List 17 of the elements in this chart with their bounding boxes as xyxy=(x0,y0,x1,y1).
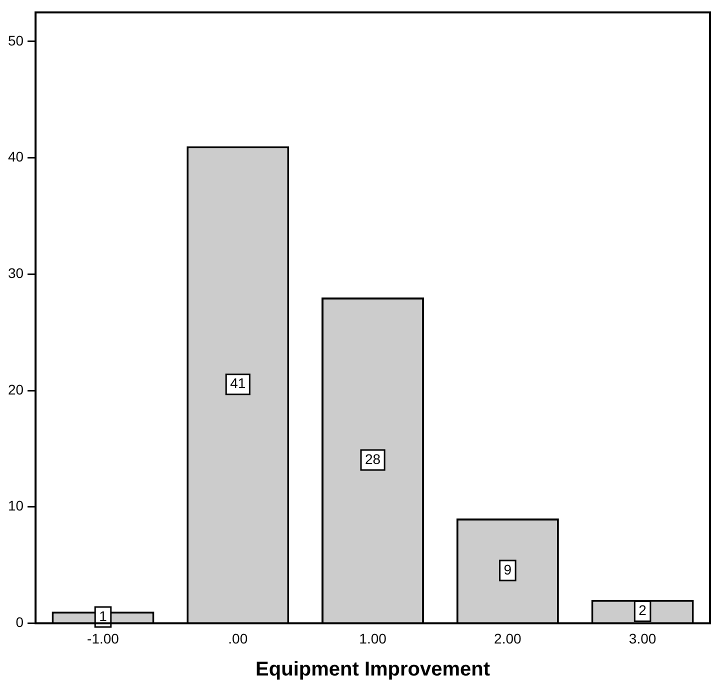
data-label: 1 xyxy=(99,608,108,624)
x-tick-label: 2.00 xyxy=(494,630,522,646)
data-label: 28 xyxy=(364,450,381,467)
data-label: 2 xyxy=(638,602,647,618)
y-tick-label: 50 xyxy=(8,32,24,48)
y-tick-label: 10 xyxy=(8,498,24,514)
x-axis-title: Equipment Improvement xyxy=(256,658,490,681)
y-tick-label: 30 xyxy=(8,265,24,282)
x-tick-label: -1.00 xyxy=(87,630,120,646)
x-tick-label: 3.00 xyxy=(628,630,656,646)
x-tick-label: 1.00 xyxy=(359,630,387,646)
x-tick-label: .00 xyxy=(228,630,248,646)
data-label: 9 xyxy=(504,561,512,578)
data-label: 41 xyxy=(230,375,246,392)
y-tick-label: 40 xyxy=(8,148,24,165)
y-tick-label: 20 xyxy=(8,381,24,398)
y-tick-label: 0 xyxy=(16,614,24,630)
